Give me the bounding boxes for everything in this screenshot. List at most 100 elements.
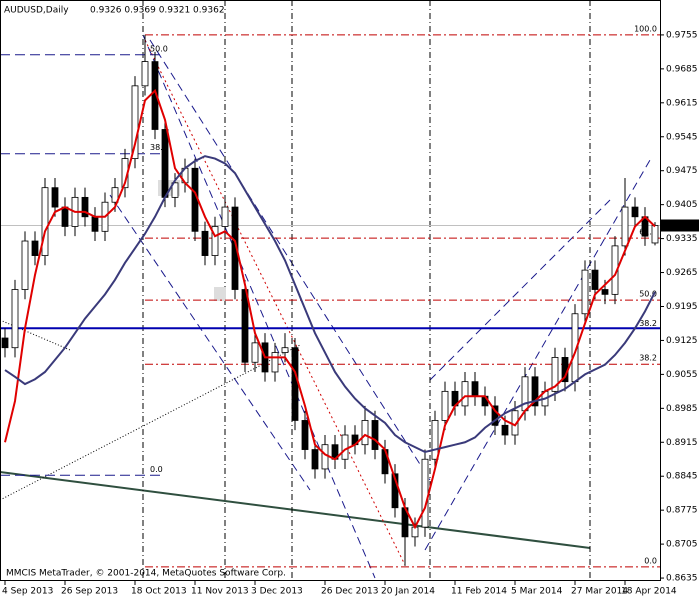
moving-average — [4, 88, 656, 530]
candle-body — [321, 444, 329, 470]
candle-body — [631, 206, 639, 218]
candle-body — [461, 381, 469, 407]
x-tick-label: 4 Sep 2013 — [2, 587, 53, 597]
x-tick-label: 26 Sep 2013 — [61, 587, 118, 597]
candle-body — [651, 225, 659, 244]
y-tick-label: 0.9475 — [666, 166, 698, 176]
ohlc-header: 0.9326 0.9369 0.9321 0.9362 — [90, 6, 225, 16]
fib-label: 38.2 — [639, 354, 657, 363]
candle-body — [301, 420, 309, 450]
y-tick-label: 0.8915 — [666, 438, 698, 448]
y-tick-label: 0.9125 — [666, 336, 698, 346]
y-tick-label: 0.8775 — [666, 506, 698, 516]
plot: 100.061.850.038.20.050.038.20.038.2 — [0, 24, 660, 568]
candle-body — [551, 357, 559, 392]
y-tick-label: 0.8985 — [666, 404, 698, 414]
candle-body — [371, 420, 379, 450]
fib-label: 50.0 — [150, 44, 168, 53]
channel-line — [149, 39, 431, 481]
candle-body — [531, 376, 539, 407]
candle-body — [221, 206, 229, 227]
candle-body — [131, 85, 139, 159]
y-tick-label: 0.9055 — [666, 370, 698, 380]
trendline — [0, 471, 591, 549]
y-tick-label: 0.8845 — [666, 472, 698, 482]
channel-line — [109, 194, 311, 491]
candle-body — [151, 61, 159, 130]
y-tick-label: 0.9615 — [666, 98, 698, 108]
candle-body — [311, 449, 319, 470]
moving-average — [4, 155, 656, 454]
fib-label: 0.0 — [644, 556, 657, 565]
x-tick-label: 27 Mar 2014 — [571, 587, 628, 597]
y-tick-label: 0.9265 — [666, 268, 698, 278]
candle-body — [91, 216, 99, 232]
last-price-box — [661, 219, 699, 232]
candle-body — [51, 187, 59, 208]
channel-line — [429, 199, 611, 381]
y-tick-label: 0.9685 — [666, 64, 698, 74]
y-tick-label: 0.9545 — [666, 132, 698, 142]
candle-body — [361, 420, 369, 446]
hline-label: 38.2 — [639, 319, 657, 328]
candle-body — [1, 337, 9, 349]
candle-body — [471, 381, 479, 397]
x-tick-label: 18 Oct 2013 — [131, 587, 187, 597]
candle-body — [601, 289, 609, 295]
candle-body — [391, 473, 399, 509]
candle-body — [201, 230, 209, 256]
y-tick-label: 0.9335 — [666, 234, 698, 244]
fib-label: 0.0 — [150, 465, 163, 474]
x-tick-label: 5 Mar 2014 — [511, 587, 563, 597]
y-tick-label: 0.9405 — [666, 200, 698, 210]
x-tick-label: 20 Jan 2014 — [381, 587, 435, 597]
candle-body — [441, 390, 449, 421]
candle-body — [591, 269, 599, 290]
x-tick-label: 18 Apr 2014 — [621, 587, 677, 597]
candle-body — [141, 61, 149, 87]
footer: MMCIS MetaTrader, © 2001-2014, MetaQuote… — [6, 569, 286, 579]
candle-body — [491, 405, 499, 426]
y-tick-label: 0.9755 — [666, 30, 698, 40]
last-price-label: 0.9362 — [664, 221, 696, 231]
candle-body — [241, 289, 249, 363]
candle-body — [581, 269, 589, 315]
candle-body — [521, 376, 529, 412]
candle-body — [341, 434, 349, 460]
candle-body — [251, 342, 259, 363]
x-tick-label: 3 Dec 2013 — [251, 587, 303, 597]
candle-body — [501, 424, 509, 436]
candle-body — [81, 196, 89, 218]
y-tick-label: 0.9195 — [666, 302, 698, 312]
plot-frame — [0, 0, 661, 581]
candle-body — [291, 347, 299, 421]
candle-body — [41, 187, 49, 256]
channel-line — [424, 159, 651, 551]
candle-body — [21, 240, 29, 290]
candle-body — [211, 226, 219, 256]
candle-body — [271, 352, 279, 373]
x-tick-label: 11 Nov 2013 — [191, 587, 249, 597]
candle-body — [281, 347, 289, 353]
shade — [214, 287, 226, 301]
chart-title: AUDUSD,Daily — [4, 6, 69, 16]
candle-body — [61, 206, 69, 227]
candle-body — [231, 206, 239, 290]
y-tick-label: 0.8705 — [666, 540, 698, 550]
x-tick-label: 11 Feb 2014 — [451, 587, 507, 597]
fib-label: 38.2 — [150, 143, 168, 152]
fib-label: 50.0 — [639, 290, 657, 299]
x-tick-label: 26 Dec 2013 — [321, 587, 379, 597]
candle-body — [621, 206, 629, 247]
candle-body — [421, 458, 429, 528]
candle-body — [31, 240, 39, 256]
channel-line — [142, 34, 376, 579]
candle-body — [11, 289, 19, 349]
y-tick-label: 0.8635 — [666, 574, 698, 584]
candle-body — [161, 129, 169, 198]
candle-body — [431, 420, 439, 460]
fib-label: 100.0 — [634, 24, 657, 33]
candle-body — [171, 182, 179, 198]
dotted-line — [0, 344, 301, 501]
